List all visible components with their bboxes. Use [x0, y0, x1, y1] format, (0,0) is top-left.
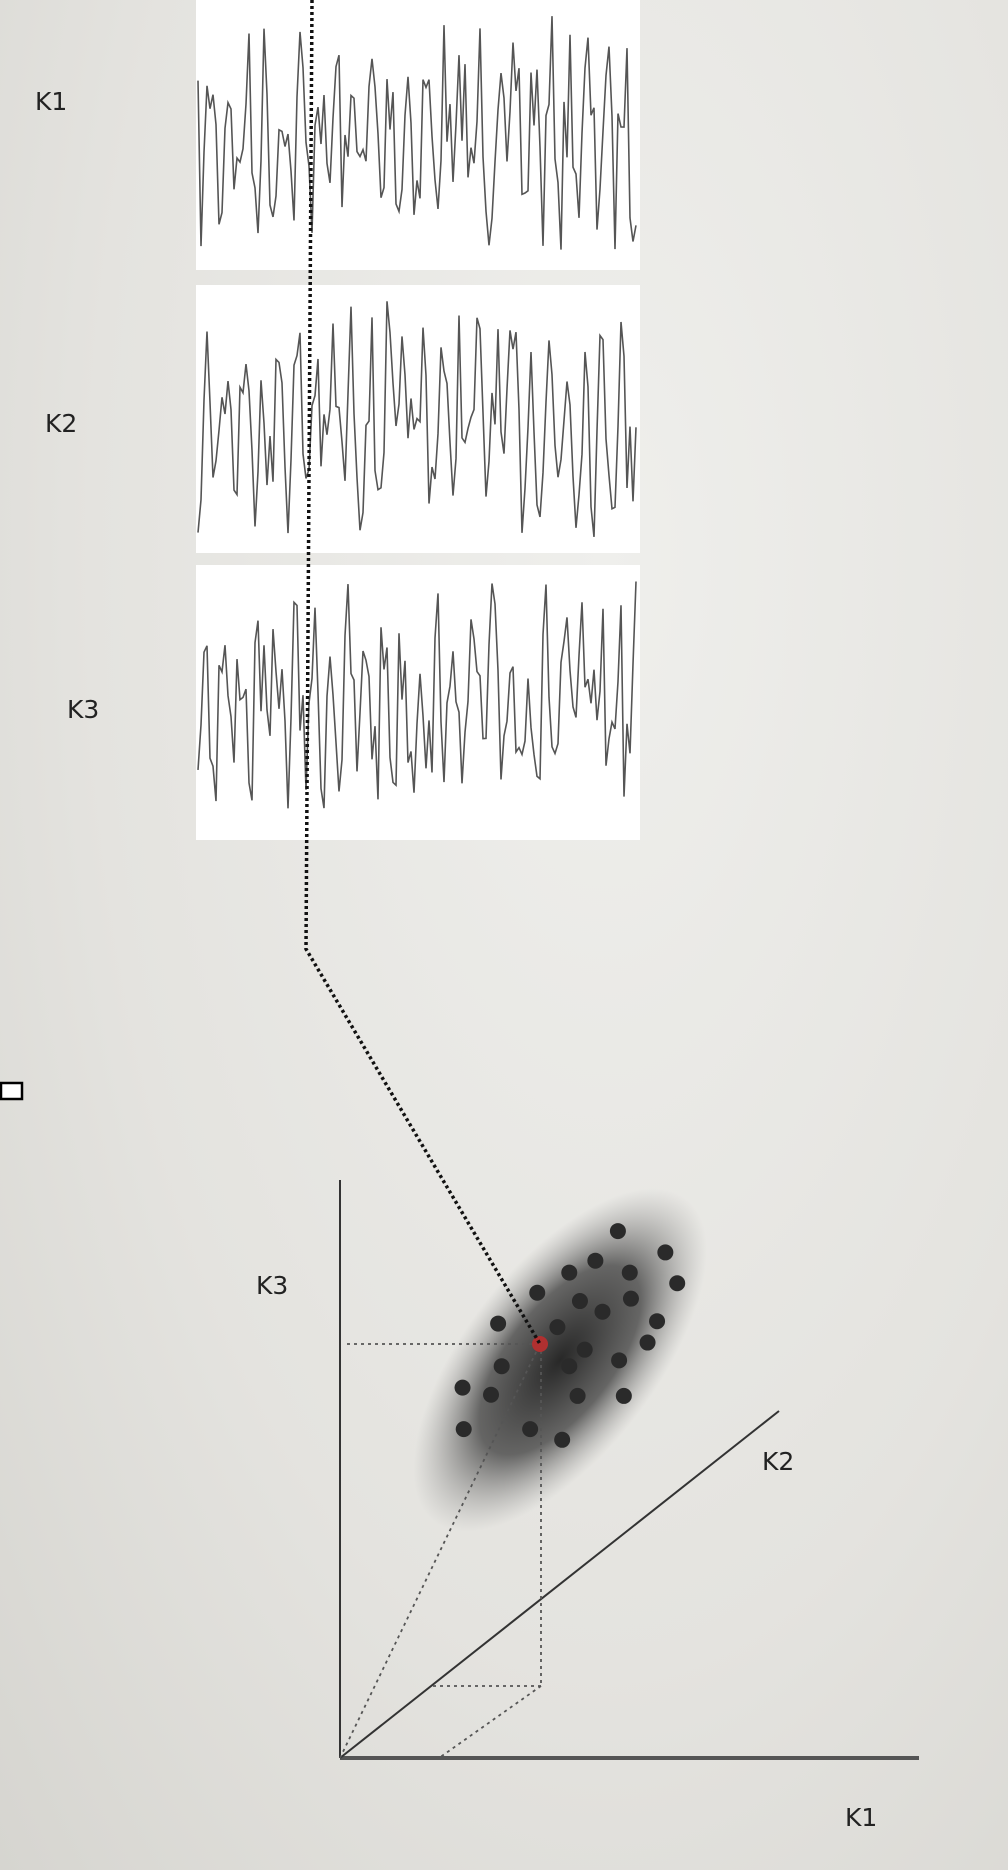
sample-point	[621, 1264, 638, 1281]
sample-point	[455, 1421, 472, 1438]
small-square-marker	[0, 1081, 24, 1101]
sample-point	[669, 1275, 686, 1292]
axis-k2	[339, 1410, 780, 1759]
signal-label-k1: K1	[35, 87, 67, 116]
projection-lines	[339, 1343, 542, 1759]
axis-label-k1: K1	[845, 1803, 877, 1832]
sample-point	[561, 1264, 578, 1281]
sample-point	[649, 1313, 666, 1330]
sample-point	[529, 1284, 546, 1301]
sample-point	[454, 1379, 471, 1396]
sample-point	[609, 1223, 626, 1240]
sample-point	[576, 1341, 593, 1358]
sample-point	[561, 1358, 578, 1375]
waveform-k3	[197, 581, 637, 809]
sample-point	[611, 1352, 628, 1369]
signal-panel-k1	[196, 0, 640, 270]
sample-point	[587, 1252, 604, 1269]
highlighted-sample-point	[532, 1336, 548, 1352]
sample-point	[569, 1387, 586, 1404]
sample-point	[615, 1387, 632, 1404]
sample-point	[554, 1431, 571, 1448]
sample-point	[622, 1290, 639, 1307]
sample-point	[657, 1244, 674, 1261]
signal-label-k2: K2	[45, 409, 77, 438]
axis-label-k3: K3	[256, 1271, 288, 1300]
waveform-k1	[197, 16, 637, 250]
sample-point	[493, 1358, 510, 1375]
sample-points	[454, 1223, 686, 1448]
distribution-cloud	[413, 1188, 707, 1532]
waveform-k2	[197, 301, 637, 537]
sample-point	[522, 1421, 539, 1438]
sample-point	[639, 1334, 656, 1351]
axis-label-k2: K2	[762, 1447, 794, 1476]
sample-point	[490, 1315, 507, 1332]
sample-point	[594, 1303, 611, 1320]
sample-point	[549, 1319, 566, 1336]
sample-point	[571, 1293, 588, 1310]
sample-point	[483, 1386, 500, 1403]
time-marker-path	[304, 0, 542, 1345]
signal-label-k3: K3	[67, 695, 99, 724]
